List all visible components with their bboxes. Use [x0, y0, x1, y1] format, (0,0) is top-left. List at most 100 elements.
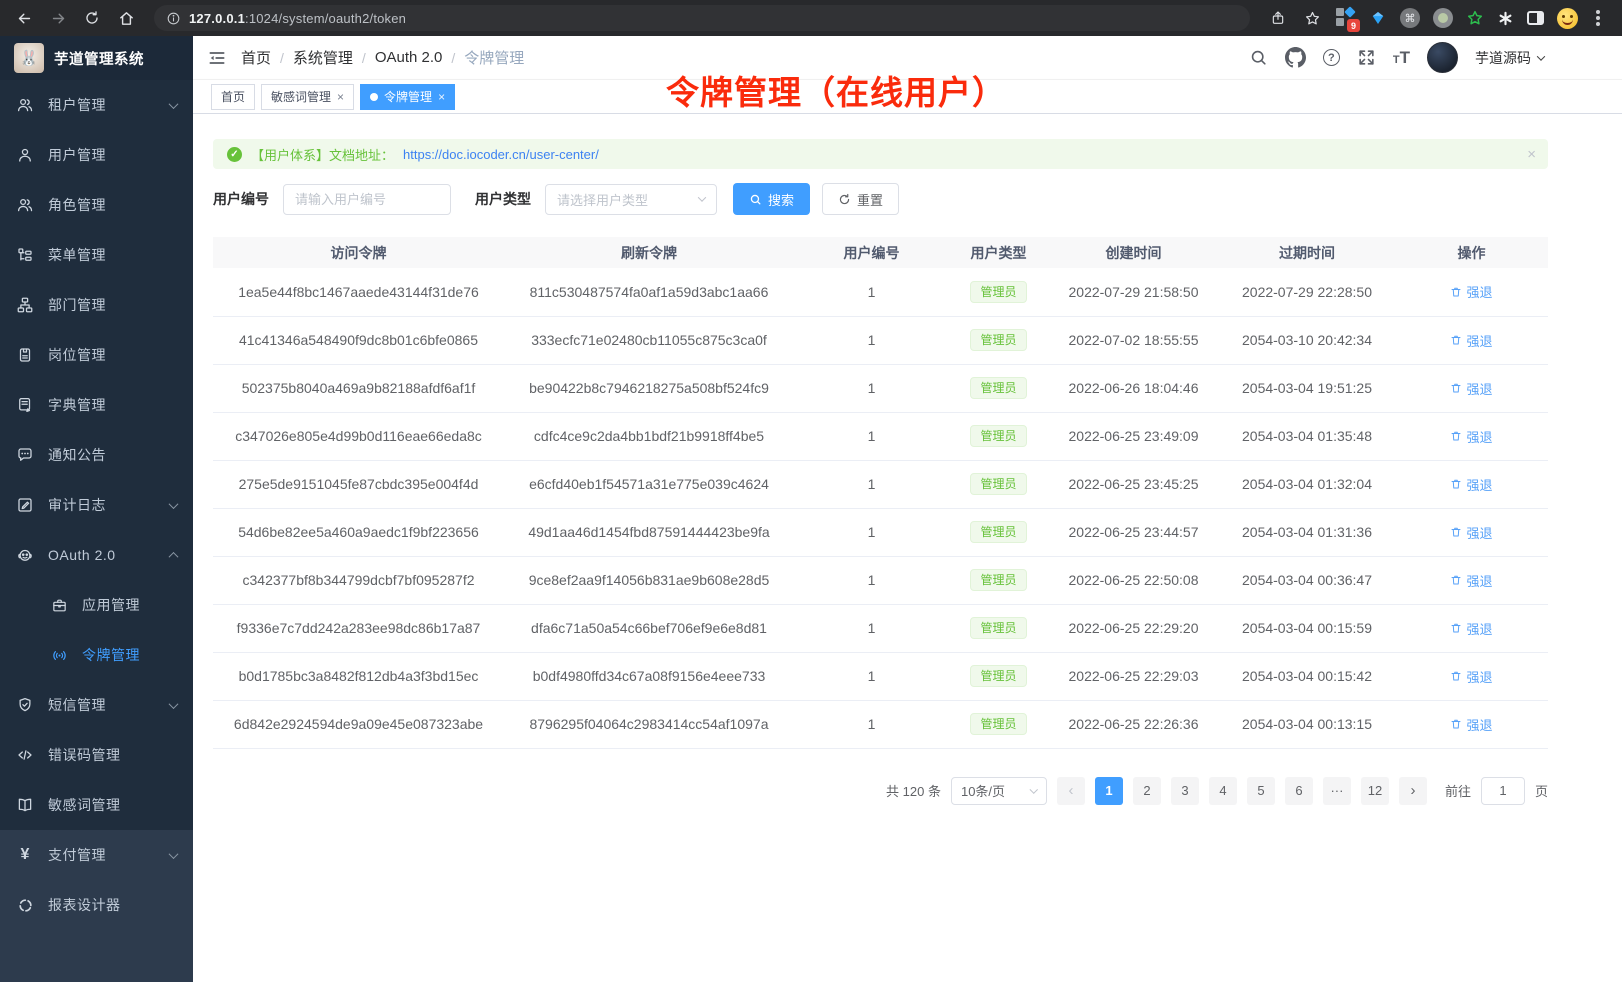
page-button[interactable]: 5	[1246, 776, 1275, 805]
record-extension-icon[interactable]	[1433, 8, 1453, 28]
trash-icon	[1451, 671, 1461, 681]
sidebar-item-errcode[interactable]: 错误码管理	[0, 730, 193, 780]
user-type-tag: 管理员	[970, 712, 1027, 736]
reload-icon[interactable]	[78, 4, 106, 32]
sidebar-item-sms[interactable]: 短信管理	[0, 680, 193, 730]
force-logout-button[interactable]: 强退	[1450, 571, 1493, 590]
github-icon[interactable]	[1284, 47, 1306, 68]
reset-button[interactable]: 重置	[822, 183, 900, 215]
table-row: c342377bf8b344799dcbf7bf095287f2 9ce8ef2a…	[213, 556, 1548, 605]
page-button[interactable]: 4	[1208, 776, 1237, 805]
sidebar-item-role[interactable]: 角色管理	[0, 180, 193, 230]
user-menu[interactable]: 芋道源码	[1475, 48, 1546, 68]
force-logout-button[interactable]: 强退	[1450, 475, 1493, 494]
sidebar-item-sensitive-words[interactable]: 敏感词管理	[0, 780, 193, 830]
help-icon[interactable]: ?	[1322, 49, 1340, 66]
force-logout-button[interactable]: 强退	[1450, 715, 1493, 734]
trash-icon	[1451, 383, 1461, 393]
sidebar-item-audit-log[interactable]: 审计日志	[0, 480, 193, 530]
green-star-extension-icon[interactable]	[1466, 9, 1484, 27]
user-type-tag: 管理员	[970, 376, 1027, 400]
chevron-up-icon	[168, 551, 179, 562]
sidebar-item-tenant[interactable]: 租户管理	[0, 80, 193, 130]
sidebar-item-menu[interactable]: 菜单管理	[0, 230, 193, 280]
tab-home[interactable]: 首页	[211, 83, 256, 110]
chevron-down-icon	[1536, 51, 1546, 61]
force-logout-button[interactable]: 强退	[1450, 282, 1493, 301]
app-logo-row[interactable]: 🐰 芋道管理系统	[0, 36, 193, 80]
profile-avatar[interactable]	[1557, 7, 1578, 29]
prev-page-button[interactable]: ‹	[1056, 776, 1085, 805]
user-type-tag: 管理员	[970, 328, 1027, 352]
more-pages-button[interactable]: ···	[1322, 776, 1351, 805]
side-panel-icon[interactable]	[1527, 11, 1544, 25]
sidebar-item-dept[interactable]: 部门管理	[0, 280, 193, 330]
extension-grid-icon[interactable]: 9	[1336, 6, 1360, 32]
share-icon[interactable]	[1264, 4, 1292, 32]
user-type-tag: 管理员	[970, 616, 1027, 640]
command-extension-icon[interactable]: ⌘	[1400, 8, 1420, 28]
home-icon[interactable]	[112, 4, 140, 32]
search-icon[interactable]	[1249, 48, 1268, 67]
user-avatar[interactable]	[1427, 42, 1458, 73]
pinwheel-extension-icon[interactable]	[1497, 10, 1514, 27]
force-logout-button[interactable]: 强退	[1450, 331, 1493, 350]
fullscreen-icon[interactable]	[1357, 48, 1376, 67]
tab-sensitive-words[interactable]: 敏感词管理 ×	[261, 83, 355, 110]
sidebar-item-dict[interactable]: 字典管理	[0, 380, 193, 430]
app-title: 芋道管理系统	[54, 51, 144, 68]
users-icon	[16, 96, 34, 114]
url-bar[interactable]: 127.0.0.1:1024/system/oauth2/token	[154, 5, 1250, 31]
page-annotation: 令牌管理（在线用户）	[666, 74, 1006, 111]
forward-icon[interactable]	[44, 4, 72, 32]
force-logout-button[interactable]: 强退	[1450, 667, 1493, 686]
edit-log-icon	[16, 496, 34, 514]
force-logout-button[interactable]: 强退	[1450, 427, 1493, 446]
sidebar-item-notice[interactable]: 通知公告	[0, 430, 193, 480]
sidebar-fold-icon[interactable]	[207, 48, 227, 68]
user-type-tag: 管理员	[970, 472, 1027, 496]
dictionary-icon	[16, 396, 34, 414]
alert-close-icon[interactable]: ×	[1527, 145, 1536, 163]
breadcrumb-system[interactable]: 系统管理	[292, 50, 353, 67]
page-button[interactable]: 12	[1360, 776, 1389, 805]
force-logout-button[interactable]: 强退	[1450, 379, 1493, 398]
page-button[interactable]: 6	[1284, 776, 1313, 805]
breadcrumb-home[interactable]: 首页	[241, 50, 272, 67]
search-button[interactable]: 搜索	[733, 183, 811, 215]
bookmark-star-icon[interactable]	[1298, 4, 1326, 32]
url-text: 127.0.0.1:1024/system/oauth2/token	[189, 10, 407, 26]
open-book-icon	[16, 796, 34, 814]
menu-dots-icon[interactable]	[1584, 4, 1612, 32]
goto-page-input[interactable]	[1480, 776, 1525, 805]
sidebar-item-user[interactable]: 用户管理	[0, 130, 193, 180]
breadcrumb: 首页 / 系统管理 / OAuth 2.0 / 令牌管理	[241, 49, 525, 67]
next-page-button[interactable]: ›	[1398, 776, 1427, 805]
user-id-input[interactable]	[283, 183, 451, 215]
page-button[interactable]: 1	[1094, 776, 1123, 805]
sidebar-item-pay[interactable]: ¥ 支付管理	[0, 830, 193, 880]
page-size-select[interactable]: 10条/页	[950, 776, 1047, 805]
tab-token[interactable]: 令牌管理 ×	[360, 83, 456, 110]
close-icon[interactable]: ×	[337, 89, 345, 104]
sidebar-item-post[interactable]: 岗位管理	[0, 330, 193, 380]
user-type-select[interactable]: 请选择用户类型	[545, 183, 717, 215]
badge-icon	[16, 346, 34, 364]
sidebar-item-oauth-apps[interactable]: 应用管理	[0, 580, 193, 630]
doc-link[interactable]: https://doc.iocoder.cn/user-center/	[403, 146, 599, 162]
back-icon[interactable]	[10, 4, 38, 32]
page-button[interactable]: 3	[1170, 776, 1199, 805]
sidebar-item-oauth[interactable]: OAuth 2.0	[0, 530, 193, 580]
table-row: c347026e805e4d99b0d116eae66eda8c cdfc4ce9…	[213, 412, 1548, 461]
force-logout-button[interactable]: 强退	[1450, 523, 1493, 542]
close-icon[interactable]: ×	[438, 89, 446, 104]
gem-extension-icon[interactable]	[1369, 9, 1387, 27]
force-logout-button[interactable]: 强退	[1450, 619, 1493, 638]
page-button[interactable]: 2	[1132, 776, 1161, 805]
sidebar-item-oauth-tokens[interactable]: 令牌管理	[0, 630, 193, 680]
sidebar-item-report-designer[interactable]: 报表设计器	[0, 880, 193, 930]
breadcrumb-oauth[interactable]: OAuth 2.0	[374, 49, 443, 66]
report-icon	[16, 896, 34, 914]
